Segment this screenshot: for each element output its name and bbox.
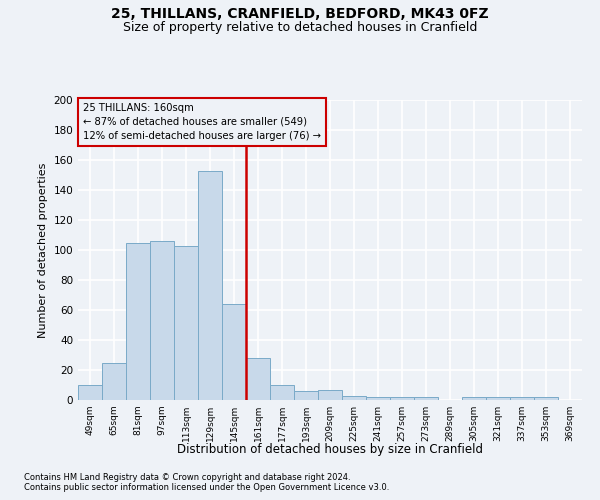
Bar	[78, 385, 102, 400]
Bar	[486, 397, 510, 400]
Bar	[414, 397, 438, 400]
Text: Contains HM Land Registry data © Crown copyright and database right 2024.: Contains HM Land Registry data © Crown c…	[24, 472, 350, 482]
Text: 25, THILLANS, CRANFIELD, BEDFORD, MK43 0FZ: 25, THILLANS, CRANFIELD, BEDFORD, MK43 0…	[111, 8, 489, 22]
Text: Size of property relative to detached houses in Cranfield: Size of property relative to detached ho…	[123, 22, 477, 35]
Bar	[294, 391, 318, 400]
Bar	[342, 396, 366, 400]
Bar	[510, 397, 534, 400]
Y-axis label: Number of detached properties: Number of detached properties	[38, 162, 48, 338]
Bar	[462, 397, 486, 400]
Bar	[102, 362, 126, 400]
Bar	[126, 242, 150, 400]
Bar	[270, 385, 294, 400]
Bar	[390, 397, 414, 400]
Text: 25 THILLANS: 160sqm
← 87% of detached houses are smaller (549)
12% of semi-detac: 25 THILLANS: 160sqm ← 87% of detached ho…	[83, 103, 321, 141]
Bar	[246, 358, 270, 400]
Bar	[318, 390, 342, 400]
Text: Contains public sector information licensed under the Open Government Licence v3: Contains public sector information licen…	[24, 482, 389, 492]
Bar	[222, 304, 246, 400]
Bar	[198, 170, 222, 400]
Bar	[150, 241, 174, 400]
Bar	[534, 397, 558, 400]
Bar	[174, 246, 198, 400]
Text: Distribution of detached houses by size in Cranfield: Distribution of detached houses by size …	[177, 442, 483, 456]
Bar	[366, 397, 390, 400]
